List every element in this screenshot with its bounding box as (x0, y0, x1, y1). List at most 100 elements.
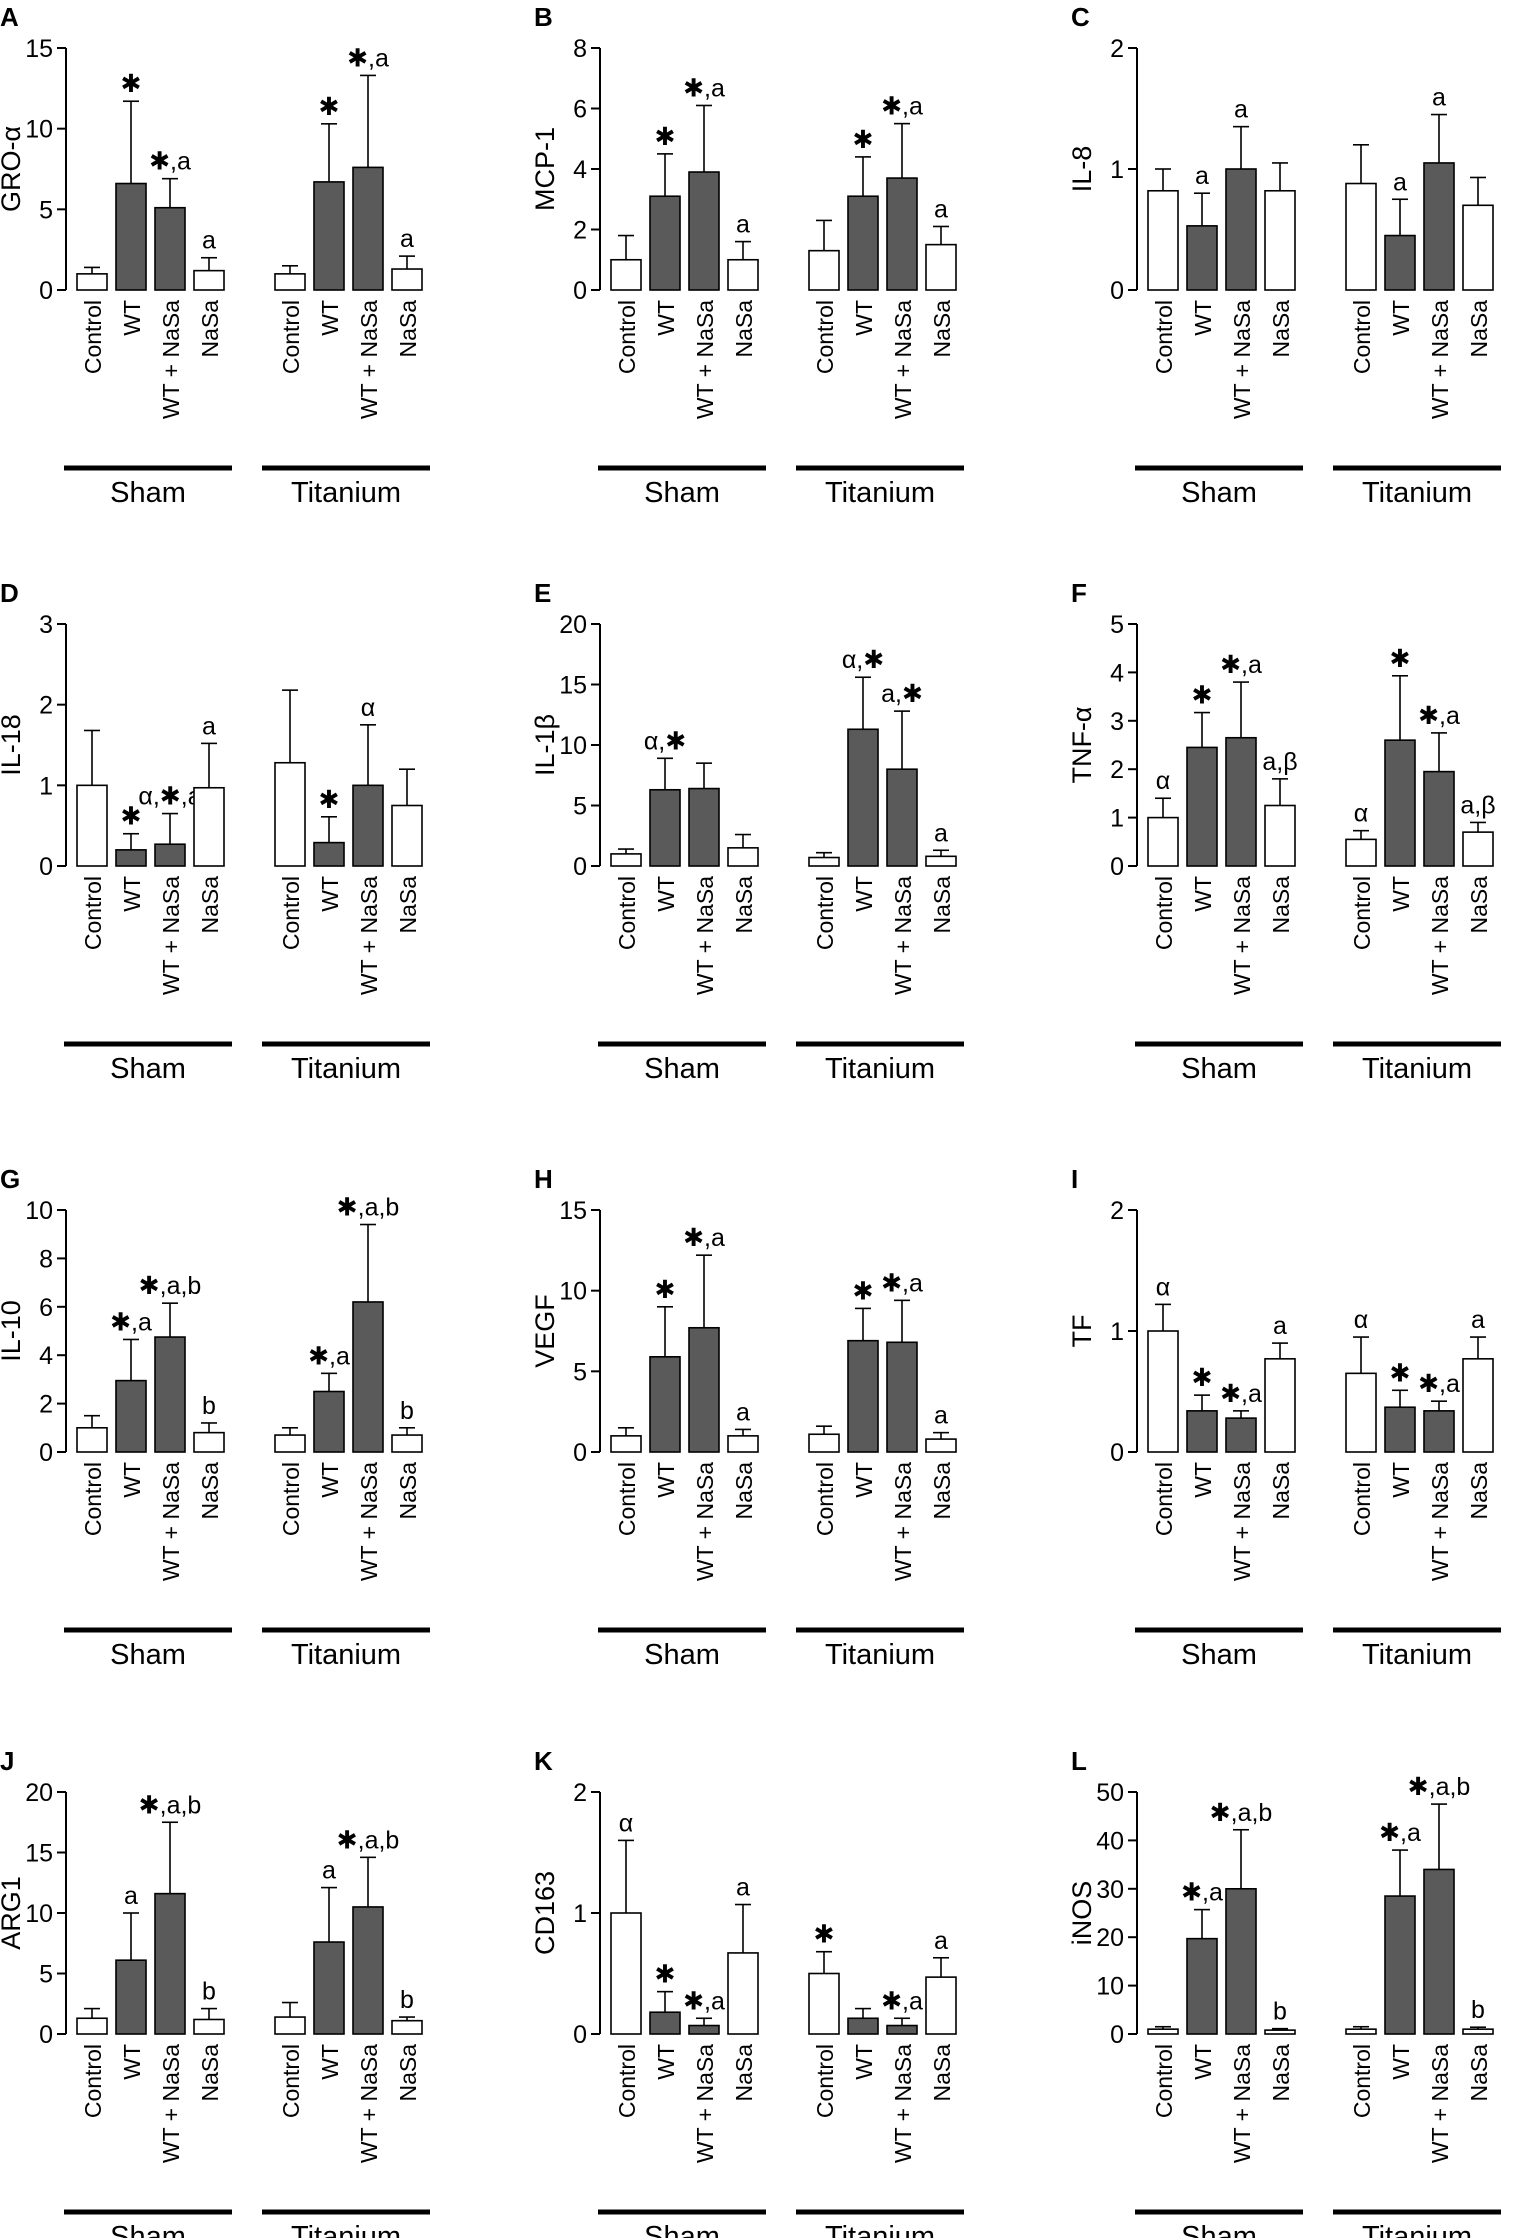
category-label: WT + NaSa (356, 876, 382, 995)
panel-j: J 0 5 10 15 20 ARG1 Control a WT ✱,a,b WT + NaSa b Na… (0, 1746, 430, 2238)
category-label: NaSa (731, 2044, 757, 2102)
bar (1345, 1372, 1377, 1453)
bar (610, 853, 642, 867)
y-tick-label: 1 (1110, 1318, 1124, 1346)
bar (193, 786, 225, 867)
y-tick-label: 6 (39, 1294, 53, 1322)
category-label: Control (614, 300, 640, 374)
bar (1384, 234, 1416, 291)
y-tick-label: 3 (1110, 708, 1124, 736)
panel-letter: J (0, 1746, 14, 1776)
panel-d: D 0 1 2 3 IL-18 Control ✱ WT α,✱,a WT + NaSa a NaSa S… (0, 578, 430, 1085)
panel-l: L 0 10 20 30 40 50 iNOS Control ✱,a WT ✱,a,b WT + Na… (1067, 1746, 1501, 2238)
y-axis-label: IL-1β (530, 714, 560, 776)
y-tick-label: 4 (1110, 659, 1124, 687)
y-tick-label: 0 (573, 277, 587, 305)
bar (1186, 1937, 1218, 2035)
significance-label: b (400, 1986, 414, 2014)
y-tick-label: 0 (39, 277, 53, 305)
category-label: Control (1349, 876, 1375, 950)
bar (154, 843, 186, 867)
bar (727, 847, 759, 867)
category-label: WT + NaSa (1427, 2044, 1453, 2163)
category-label: NaSa (197, 2044, 223, 2102)
y-tick-label: 1 (573, 1900, 587, 1928)
bar (1186, 225, 1218, 291)
panel-e: E 0 5 10 15 20 IL-1β Control α,✱ WT WT + NaSa NaSa S… (530, 578, 964, 1085)
significance-label: a (1234, 96, 1248, 124)
bar (76, 784, 108, 867)
bar (391, 804, 423, 867)
bar (193, 269, 225, 291)
y-tick-label: 6 (573, 96, 587, 124)
category-label: WT (851, 1462, 877, 1498)
significance-label: ✱,a (1418, 702, 1460, 730)
bar (649, 1356, 681, 1453)
y-tick-label: 50 (1096, 1779, 1124, 1807)
bar (688, 1326, 720, 1453)
bar (193, 2018, 225, 2035)
panel-a: A 0 5 10 15 GRO-α Control ✱ WT ✱,a WT + NaSa a NaSa S… (0, 2, 430, 509)
category-label: Control (614, 2044, 640, 2118)
group-label: Sham (1181, 1053, 1257, 1085)
category-label: Control (278, 1462, 304, 1536)
significance-label: a (322, 1857, 336, 1885)
y-tick-label: 0 (1110, 853, 1124, 881)
significance-label: ✱,a (881, 93, 923, 121)
panel-h: H 0 5 10 15 VEGF Control ✱ WT ✱,a WT + NaSa a NaSa Sh… (530, 1164, 964, 1671)
y-tick-label: 2 (573, 1779, 587, 1807)
group-label: Titanium (825, 2221, 935, 2238)
bar (925, 243, 957, 291)
significance-label: a,β (1460, 791, 1495, 819)
y-tick-label: 20 (25, 1779, 53, 1807)
category-label: NaSa (929, 2044, 955, 2102)
bar (1423, 1868, 1455, 2035)
group-label: Sham (644, 477, 720, 509)
bar (649, 2011, 681, 2035)
y-tick-label: 0 (39, 853, 53, 881)
category-label: WT + NaSa (1229, 876, 1255, 995)
bar (391, 1434, 423, 1453)
category-label: WT (317, 876, 343, 912)
group-label: Titanium (291, 2221, 401, 2238)
significance-label: α,✱ (842, 646, 884, 674)
group-label: Sham (644, 1053, 720, 1085)
significance-label: α (1354, 800, 1368, 828)
y-tick-label: 10 (1096, 1973, 1124, 2001)
significance-label: a (934, 1927, 948, 1955)
significance-label: ✱,a (1181, 1879, 1223, 1907)
significance-label: a (934, 819, 948, 847)
significance-label: ✱,a,b (139, 1272, 202, 1300)
group-label: Sham (644, 2221, 720, 2238)
y-tick-label: 0 (573, 1439, 587, 1467)
significance-label: ✱ (1192, 682, 1213, 710)
y-axis-label: MCP-1 (530, 127, 560, 211)
y-tick-label: 2 (1110, 1197, 1124, 1225)
panel-letter: B (534, 2, 553, 32)
bar (313, 181, 345, 291)
y-tick-label: 2 (39, 692, 53, 720)
y-tick-label: 0 (1110, 277, 1124, 305)
panel-letter: H (534, 1164, 553, 1194)
y-tick-label: 0 (1110, 1439, 1124, 1467)
bar (154, 1892, 186, 2035)
bar (847, 728, 879, 867)
y-tick-label: 10 (559, 1278, 587, 1306)
category-label: WT (119, 876, 145, 912)
significance-label: ✱,a (1418, 1370, 1460, 1398)
significance-label: α (1354, 1306, 1368, 1334)
bar (1423, 1410, 1455, 1453)
bar (727, 1952, 759, 2035)
category-label: Control (1151, 300, 1177, 374)
category-label: NaSa (731, 300, 757, 358)
bar (1147, 1330, 1179, 1453)
group-label: Titanium (1362, 1639, 1472, 1671)
y-axis-label: GRO-α (0, 126, 26, 212)
significance-label: a (202, 712, 216, 740)
category-label: Control (80, 1462, 106, 1536)
significance-label: ✱,a,b (1210, 1799, 1273, 1827)
bar (1186, 1410, 1218, 1453)
category-label: NaSa (1268, 876, 1294, 934)
category-label: WT + NaSa (890, 300, 916, 419)
category-label: WT + NaSa (158, 300, 184, 419)
